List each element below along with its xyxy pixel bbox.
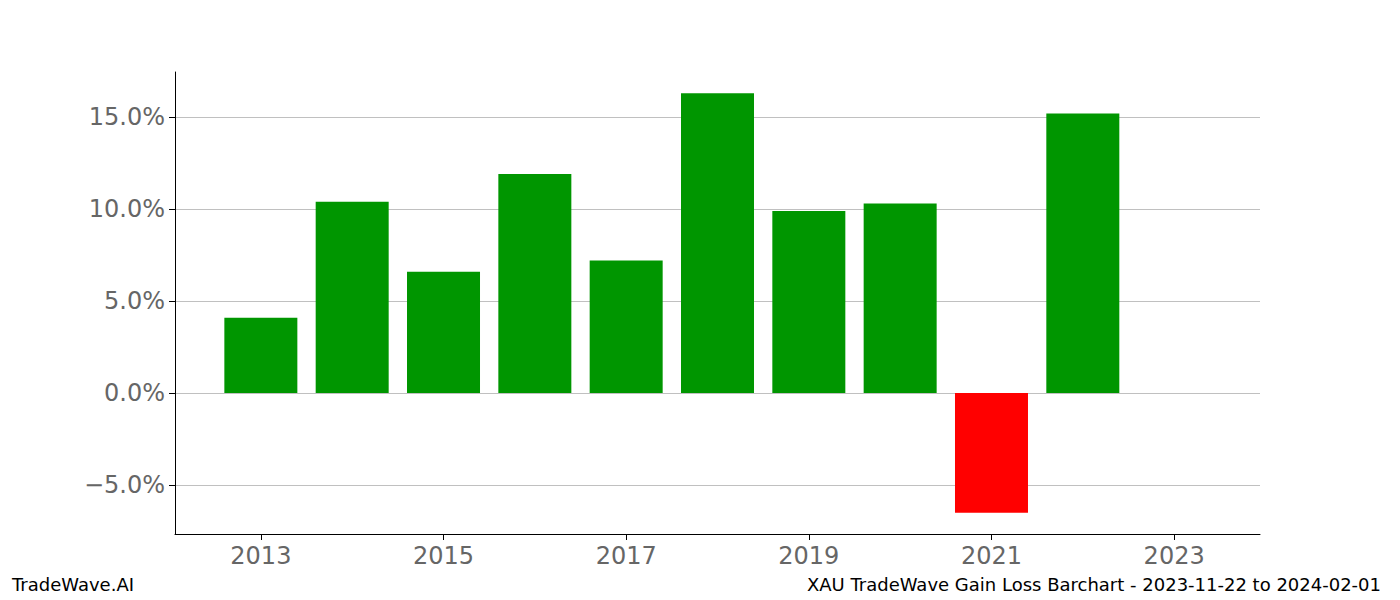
svg-text:XAU TradeWave Gain Loss Barcha: XAU TradeWave Gain Loss Barchart - 2023-…: [807, 574, 1381, 595]
svg-text:−5.0%: −5.0%: [84, 471, 165, 499]
svg-text:2015: 2015: [413, 542, 474, 570]
svg-text:2023: 2023: [1144, 542, 1205, 570]
svg-text:2017: 2017: [596, 542, 657, 570]
svg-text:15.0%: 15.0%: [89, 103, 165, 131]
svg-text:2019: 2019: [778, 542, 839, 570]
svg-text:2013: 2013: [230, 542, 291, 570]
svg-text:2021: 2021: [961, 542, 1022, 570]
svg-text:0.0%: 0.0%: [104, 379, 165, 407]
svg-text:5.0%: 5.0%: [104, 287, 165, 315]
svg-text:TradeWave.AI: TradeWave.AI: [11, 574, 134, 595]
svg-text:10.0%: 10.0%: [89, 195, 165, 223]
